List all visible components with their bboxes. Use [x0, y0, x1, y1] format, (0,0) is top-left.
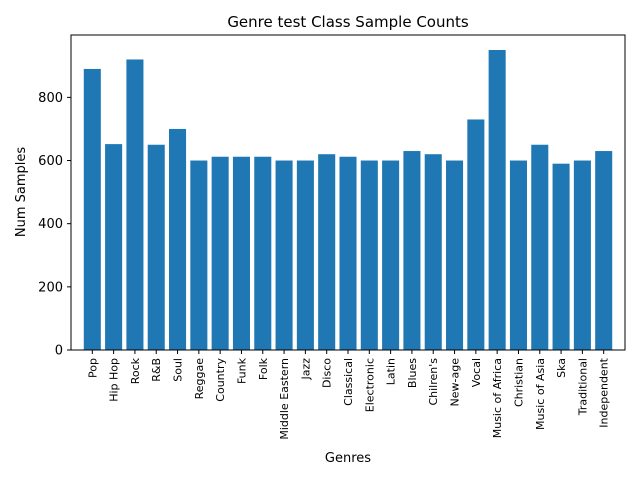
x-tick-label: Soul — [172, 358, 185, 382]
bar-music-of-africa — [488, 50, 506, 350]
x-tick-label: Funk — [235, 357, 248, 384]
bar-hip-hop — [105, 144, 123, 350]
y-tick-label: 600 — [38, 154, 63, 169]
bar-country — [211, 156, 229, 350]
x-tick-label: Jazz — [299, 358, 312, 381]
x-tick-label: Middle Eastern — [278, 358, 291, 440]
bar-pop — [83, 68, 101, 350]
bar-traditional — [573, 160, 591, 350]
y-axis: 0 200 400 600 800 — [38, 91, 71, 359]
bar-middle-eastern — [275, 160, 293, 350]
bar-folk — [254, 156, 272, 350]
x-tick-label: Music of Africa — [491, 358, 504, 438]
x-tick-label: Christian — [512, 358, 525, 407]
bar-jazz — [296, 160, 314, 350]
x-tick-label: Ska — [555, 358, 568, 378]
bar-vocal — [467, 119, 485, 350]
x-axis: Pop Hip Hop Rock R&B Soul Reggae Country Funk Fo… — [86, 350, 611, 440]
y-tick-label: 400 — [38, 217, 63, 232]
x-tick-label: New-age — [449, 358, 462, 407]
y-tick-label: 200 — [38, 280, 63, 295]
x-tick-label: Hip Hop — [108, 358, 121, 402]
x-tick-label: Music of Asia — [534, 358, 547, 430]
bar-chilren-s — [424, 154, 442, 350]
x-tick-label: Classical — [342, 358, 355, 406]
x-tick-label: Independent — [598, 357, 611, 427]
x-tick-label: Pop — [86, 358, 99, 378]
bar-r-b — [147, 144, 165, 350]
x-tick-label: Rock — [129, 357, 142, 384]
y-tick-label: 0 — [55, 344, 63, 359]
bar-new-age — [446, 160, 464, 350]
bar-independent — [595, 151, 613, 350]
x-tick-label: Disco — [321, 358, 334, 388]
bar-rock — [126, 59, 144, 350]
bar-soul — [169, 128, 187, 350]
x-tick-label: Country — [214, 358, 227, 402]
x-tick-label: Vocal — [470, 358, 483, 387]
bars-group — [83, 50, 613, 350]
x-axis-title: Genres — [325, 451, 371, 466]
x-tick-label: Electronic — [363, 358, 376, 412]
bar-latin — [382, 160, 400, 350]
y-axis-title: Num Samples — [14, 147, 29, 238]
bar-electronic — [360, 160, 378, 350]
chart-title: Genre test Class Sample Counts — [227, 13, 469, 31]
x-tick-label: Chilren's — [427, 358, 440, 406]
x-tick-label: Traditional — [576, 358, 589, 416]
y-tick-label: 800 — [38, 91, 63, 106]
bar-classical — [339, 156, 357, 350]
x-tick-label: Folk — [257, 357, 270, 380]
bar-disco — [318, 154, 336, 350]
x-tick-label: R&B — [150, 358, 163, 382]
plot-frame — [70, 34, 626, 351]
x-tick-label: Reggae — [193, 358, 206, 400]
bar-christian — [509, 160, 527, 350]
bar-reggae — [190, 160, 208, 350]
bar-blues — [403, 151, 421, 350]
x-tick-label: Latin — [385, 358, 398, 385]
bar-funk — [232, 156, 250, 350]
x-tick-label: Blues — [406, 358, 419, 388]
bar-ska — [552, 163, 570, 350]
bar-music-of-asia — [531, 144, 549, 350]
